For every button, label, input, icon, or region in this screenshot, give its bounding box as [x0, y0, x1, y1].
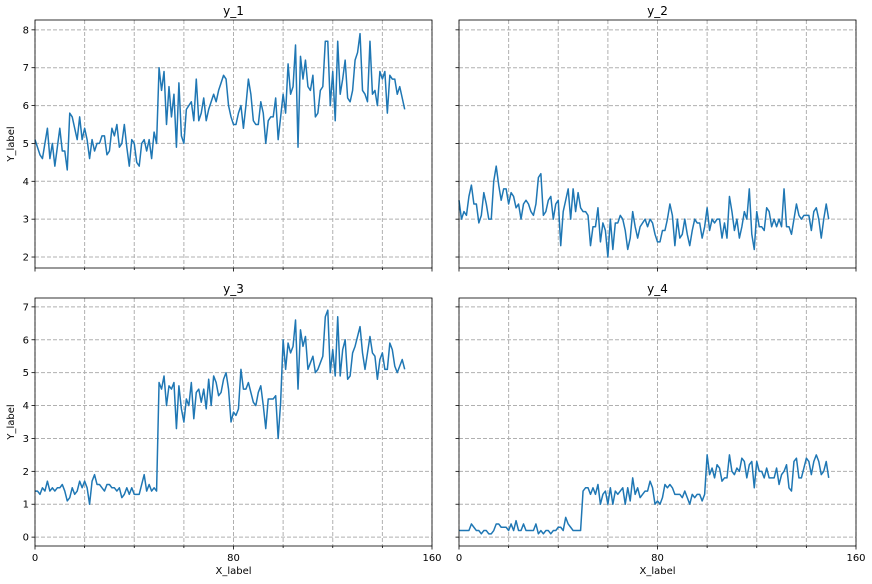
y-tick-label: 2 — [23, 467, 29, 478]
y-tick-label: 6 — [23, 335, 29, 346]
data-line — [458, 165, 830, 258]
x-tick-label: 160 — [846, 553, 865, 564]
subplot-title: y_1 — [223, 4, 244, 18]
axes-frame — [34, 19, 433, 269]
y-tick-label: 3 — [23, 434, 29, 445]
axes-frame — [458, 19, 857, 269]
y-tick-label: 2 — [23, 253, 29, 264]
y-tick-label: 7 — [23, 302, 29, 313]
x-tick-label: 80 — [227, 553, 240, 564]
y-axis-label: Y_label — [6, 126, 17, 162]
y-tick-label: 1 — [23, 500, 29, 511]
x-tick-label: 0 — [32, 553, 38, 564]
y-tick-label: 4 — [23, 177, 29, 188]
x-axis-label: X_label — [639, 566, 675, 577]
y-tick-label: 6 — [23, 101, 29, 112]
subplot-title: y_4 — [647, 282, 668, 296]
y-tick-label: 4 — [23, 401, 29, 412]
x-tick-label: 80 — [651, 553, 664, 564]
y-tick-label: 8 — [23, 25, 29, 36]
x-tick-label: 0 — [456, 553, 462, 564]
axes-frame — [34, 297, 433, 547]
data-line — [35, 309, 406, 505]
data-line — [459, 454, 830, 535]
y-tick-label: 5 — [23, 368, 29, 379]
subplot-title: y_2 — [647, 4, 668, 18]
subplot-title: y_3 — [223, 282, 244, 296]
y-tick-label: 0 — [23, 533, 29, 544]
y-tick-label: 3 — [23, 215, 29, 226]
data-line — [34, 32, 406, 171]
x-tick-label: 160 — [422, 553, 441, 564]
y-tick-label: 5 — [23, 139, 29, 150]
axes-frame — [458, 297, 857, 547]
y-axis-label: Y_label — [6, 404, 17, 440]
x-axis-label: X_label — [215, 566, 251, 577]
y-tick-label: 7 — [23, 63, 29, 74]
